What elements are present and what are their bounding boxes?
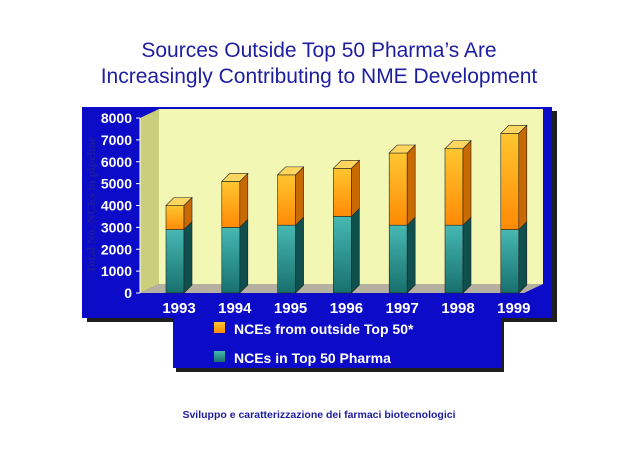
- y-tick-label: 8000: [101, 110, 132, 126]
- bar-top50-1994: [221, 227, 241, 294]
- bar-side-outside-1995: [295, 166, 304, 226]
- y-axis-label: Total No. NCEs in pipeline: [84, 136, 98, 273]
- bar-side-top50-1996: [351, 207, 360, 294]
- y-tick-label: 7000: [101, 132, 132, 148]
- bar-top-1998: [444, 140, 472, 149]
- legend-swatch-outside: [214, 322, 225, 333]
- bar-top-1994: [221, 173, 249, 182]
- bar-outside-1997: [388, 152, 408, 226]
- bar-side-outside-1996: [351, 159, 360, 218]
- x-tick-label-1995: 1995: [274, 300, 307, 317]
- title-line-1: Sources Outside Top 50 Pharma’s Are: [141, 39, 497, 62]
- y-tick-label: 3000: [101, 219, 132, 235]
- bar-top50-1998: [444, 224, 464, 294]
- bar-outside-1994: [221, 181, 241, 228]
- bar-top50-1999: [500, 229, 520, 294]
- bar-side-outside-1994: [239, 172, 249, 229]
- bar-side-top50-1997: [406, 216, 416, 294]
- bar-side-outside-1998: [462, 139, 472, 226]
- bar-top-1996: [332, 160, 361, 169]
- footer-text: Sviluppo e caratterizzazione dei farmaci…: [182, 409, 456, 421]
- chart-title: Sources Outside Top 50 Pharma’s Are Incr…: [0, 38, 638, 90]
- bar-top-1995: [276, 166, 305, 176]
- plot-side-wall: [140, 109, 159, 293]
- y-tick-label: 2000: [101, 241, 132, 257]
- bar-outside-1995: [277, 174, 296, 226]
- x-tick-label-1993: 1993: [162, 300, 195, 317]
- bar-side-top50-1995: [295, 216, 304, 294]
- x-tick-label-1996: 1996: [330, 300, 363, 317]
- bar-side-top50-1999: [518, 220, 528, 294]
- bar-top50-1997: [388, 224, 408, 294]
- bar-side-outside-1997: [406, 144, 416, 226]
- y-tick-label: 1000: [101, 263, 132, 279]
- legend-label-outside: NCEs from outside Top 50*: [234, 321, 414, 337]
- bar-outside-1998: [444, 148, 464, 226]
- bar-side-top50-1993: [183, 220, 193, 294]
- bar-top-1999: [500, 125, 528, 134]
- bar-side-top50-1994: [239, 218, 249, 294]
- x-tick-label-1998: 1998: [441, 300, 474, 317]
- bar-top-1997: [388, 144, 416, 154]
- x-tick-label-1999: 1999: [497, 300, 530, 317]
- bar-top50-1996: [333, 216, 352, 294]
- bar-top50-1995: [277, 224, 296, 294]
- x-tick-label-1997: 1997: [386, 300, 419, 317]
- title-line-2: Increasingly Contributing to NME Develop…: [100, 65, 538, 88]
- bar-top50-1993: [165, 229, 185, 294]
- legend-swatch-top50: [214, 351, 225, 362]
- x-tick-label-1994: 1994: [218, 300, 252, 317]
- y-tick-label: 5000: [101, 176, 132, 192]
- bar-outside-1999: [500, 133, 520, 230]
- y-tick-label: 4000: [101, 198, 132, 214]
- bar-side-outside-1999: [518, 124, 528, 231]
- bar-top-1993: [165, 197, 193, 206]
- y-tick-label: 0: [124, 285, 132, 301]
- y-tick-label: 6000: [101, 154, 132, 170]
- bar-side-top50-1998: [462, 216, 472, 294]
- legend-box: [173, 316, 501, 368]
- legend-label-top50: NCEs in Top 50 Pharma: [234, 350, 391, 366]
- bar-outside-1996: [333, 168, 352, 217]
- bar-outside-1993: [165, 205, 185, 230]
